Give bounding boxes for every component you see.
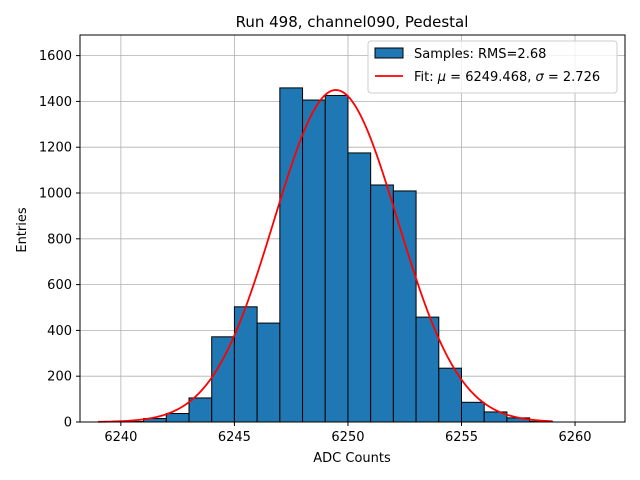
- histogram-bar-7: [256, 322, 281, 423]
- y-tick-label-2: 400: [47, 324, 72, 339]
- chart-title: Run 498, channel090, Pedestal: [236, 13, 469, 31]
- histogram-bar-9: [302, 99, 326, 423]
- histogram-bar-10: [324, 94, 349, 423]
- x-tick-label-4: 6260: [558, 430, 591, 445]
- histogram-bar-5: [211, 336, 235, 423]
- histogram-bar-13: [392, 190, 417, 423]
- y-tick-label-4: 800: [47, 232, 72, 247]
- histogram-bar-12: [370, 184, 394, 423]
- legend-box: [367, 40, 618, 94]
- histogram-bar-3: [165, 413, 190, 423]
- x-tick-label-2: 6250: [331, 430, 364, 445]
- gaussian-fit-curve: [98, 89, 553, 423]
- legend-mu-value: = 6249.468,: [446, 70, 535, 85]
- legend-fit-label: Fit: μ = 6249.468, σ = 2.726: [414, 70, 600, 85]
- x-tick-label-3: 6255: [445, 430, 478, 445]
- y-tick-label-5: 1000: [39, 187, 72, 202]
- y-tick-label-1: 200: [47, 370, 72, 385]
- x-tick-label-0: 6240: [104, 430, 137, 445]
- y-axis-label: Entries: [15, 207, 30, 253]
- legend-samples-label: Samples: RMS=2.68: [414, 47, 546, 62]
- histogram-bar-11: [347, 152, 372, 423]
- legend-samples-swatch: [374, 47, 404, 59]
- legend-mu-symbol: μ: [437, 70, 446, 85]
- legend-sigma-value: = 2.726: [544, 70, 600, 85]
- histogram-bars: [120, 87, 553, 423]
- x-axis-label: ADC Counts: [313, 451, 391, 466]
- plot-frame: [79, 34, 626, 423]
- histogram-bar-6: [233, 306, 258, 423]
- x-tick-label-1: 6245: [218, 430, 251, 445]
- histogram-bar-8: [279, 87, 304, 423]
- y-tick-label-3: 600: [47, 278, 72, 293]
- legend-sigma-symbol: σ: [536, 70, 545, 85]
- legend-fit-prefix: Fit:: [414, 70, 438, 85]
- legend: Samples: RMS=2.68 Fit: μ = 6249.468, σ =…: [367, 40, 618, 94]
- y-tick-label-6: 1200: [39, 141, 72, 156]
- y-tick-label-0: 0: [64, 416, 72, 431]
- x-axis-ticks: 6240 6245 6250 6255 6260: [104, 422, 592, 445]
- histogram-bar-16: [461, 401, 485, 423]
- y-tick-label-8: 1600: [39, 49, 72, 64]
- y-axis-ticks: 0 200 400 600 800 1000 1200 1400 1600: [39, 49, 80, 431]
- y-tick-label-7: 1400: [39, 95, 72, 110]
- histogram-bar-4: [188, 397, 213, 423]
